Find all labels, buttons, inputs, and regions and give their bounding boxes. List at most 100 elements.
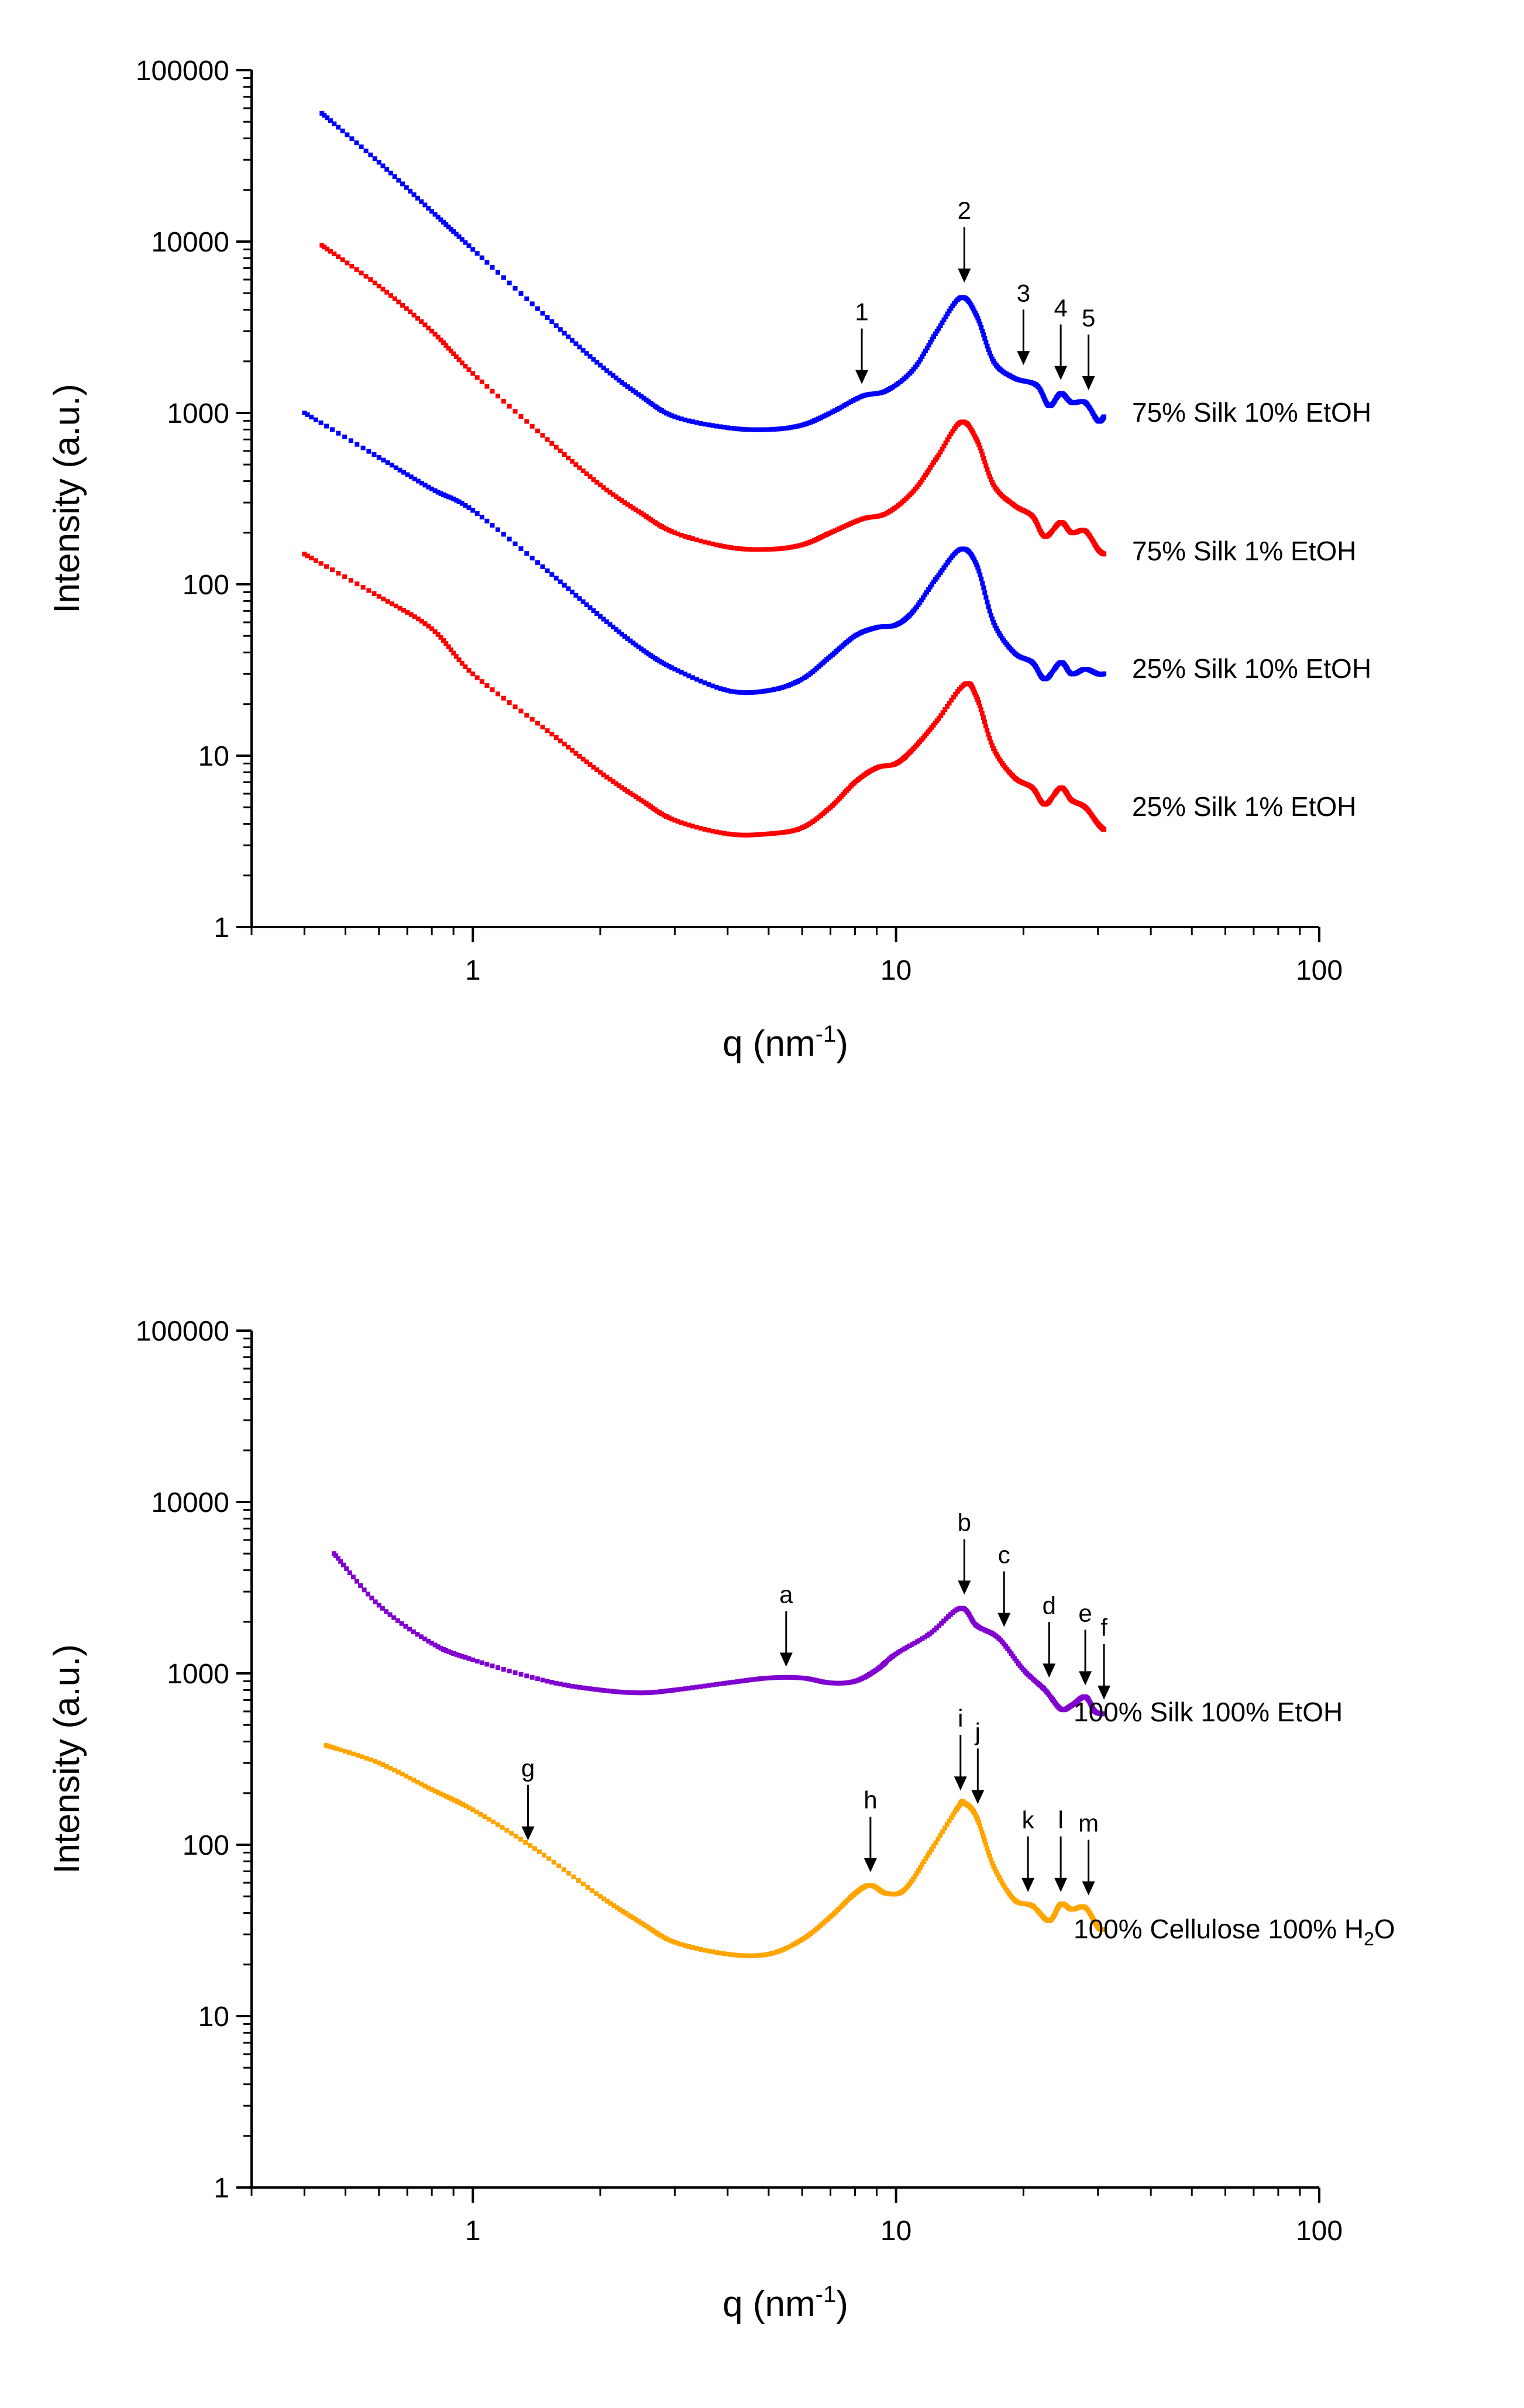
data-point [474,251,480,256]
data-point [774,1675,779,1680]
data-point [987,608,992,614]
data-point [340,128,345,133]
data-point [763,1952,769,1957]
data-point [617,1689,622,1694]
data-point [721,831,727,836]
data-point [500,1825,505,1830]
data-point [611,1903,617,1909]
y-tick-label: 100 [183,1830,229,1861]
down-arrow-icon [997,1613,1011,1627]
data-point [507,404,512,409]
data-point [682,534,687,539]
data-point [974,437,979,442]
data-point [607,370,613,376]
data-point [391,1615,397,1620]
data-point [422,483,428,488]
data-point [953,691,958,697]
data-point [949,698,954,702]
data-point [401,608,407,613]
data-point [769,687,774,693]
data-point [771,831,776,836]
data-point [982,590,988,595]
data-point [435,335,441,340]
data-point [448,495,453,501]
data-point [532,1846,537,1851]
data-point [664,662,669,667]
data-point [608,1901,613,1906]
data-point [978,1827,983,1832]
data-point [512,541,518,546]
data-point [735,426,740,432]
data-point [459,237,465,242]
data-point [558,327,563,332]
data-point [679,1942,684,1947]
data-point [380,1606,385,1611]
data-point [422,1637,428,1642]
data-point [598,1687,603,1693]
data-point [779,1948,784,1953]
data-point [584,759,589,764]
data-point [920,477,925,483]
data-point [438,1645,443,1651]
data-point [763,832,769,836]
data-point [995,754,1000,759]
data-point [336,430,341,436]
data-point [761,688,766,694]
data-point [943,440,948,446]
data-point [728,545,734,550]
data-point [366,588,371,593]
data-point [360,1754,365,1759]
data-point [518,546,524,552]
data-point [408,474,414,480]
data-point [328,118,333,123]
data-point [610,1689,615,1694]
data-point [328,249,333,254]
data-point [947,701,952,706]
data-point [979,1830,985,1835]
data-point [735,546,740,551]
data-point [944,1822,950,1827]
annotation-label: f [1100,1614,1107,1641]
data-point [952,1809,958,1814]
data-point [614,494,619,499]
data-point [686,673,692,678]
data-point [372,280,377,285]
data-point [451,650,456,656]
annotation-label: 1 [855,298,868,326]
data-point [305,412,310,418]
data-point [622,787,627,792]
data-point [405,472,410,477]
data-point [470,508,476,513]
data-point [463,1803,469,1808]
data-point [355,581,360,587]
data-point [344,1566,349,1572]
data-point [779,1675,784,1680]
data-point [415,1632,420,1637]
data-point [354,140,359,146]
data-point [1009,1651,1014,1656]
data-point [528,1843,533,1848]
data-point [435,1790,441,1795]
data-point [639,511,644,516]
data-point [605,1899,610,1904]
data-point [389,463,394,468]
data-point [702,826,707,832]
data-point [467,1805,472,1810]
data-point [490,388,495,394]
data-point [1005,1646,1010,1651]
data-point [914,362,920,367]
data-point [706,540,711,546]
data-point [669,1938,675,1944]
data-point [986,347,991,352]
data-point [397,605,402,611]
data-point [766,427,771,432]
data-point [755,690,761,695]
data-point [938,1833,943,1838]
data-point [945,311,950,316]
data-point [981,456,986,461]
data-point [725,1952,730,1956]
data-point [573,1684,579,1689]
data-point [438,491,443,496]
data-point [948,306,954,311]
data-point [415,195,420,201]
